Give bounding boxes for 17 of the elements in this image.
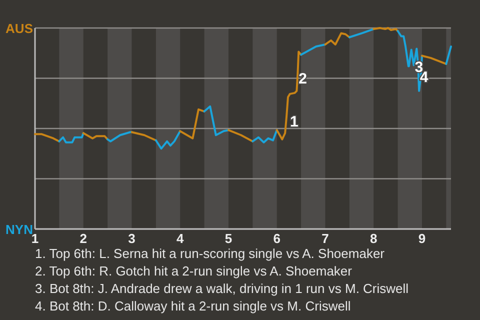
text: NYN — [6, 222, 33, 237]
text: AUS — [6, 21, 34, 36]
text: 3. Bot 8th: J. Andrade drew a walk, driving in 1 run vs M. Criswell — [35, 281, 409, 296]
x-tick-label: 9 — [418, 231, 426, 246]
x-tick-label: 4 — [176, 231, 184, 246]
text: 2. Top 6th: R. Gotch hit a 2-run single vs A. Shoemaker — [35, 264, 353, 278]
x-tick-label: 7 — [322, 231, 329, 246]
x-tick-label: 8 — [370, 231, 378, 246]
x-tick-label: 3 — [128, 231, 136, 246]
x-tick-label: 6 — [273, 231, 280, 246]
text: 1. Top 6th: L. Serna hit a run-scoring single vs A. Shoemaker — [35, 246, 386, 261]
annotation: 2 — [298, 70, 308, 88]
annotation: 1 — [290, 113, 298, 130]
x-tick-label: 1 — [31, 231, 39, 246]
x-tick-label: 5 — [224, 231, 232, 246]
text: 4. Bot 8th: D. Calloway hit a 2-run single vs M. Criswell — [35, 298, 351, 314]
x-tick-label: 2 — [80, 231, 87, 246]
